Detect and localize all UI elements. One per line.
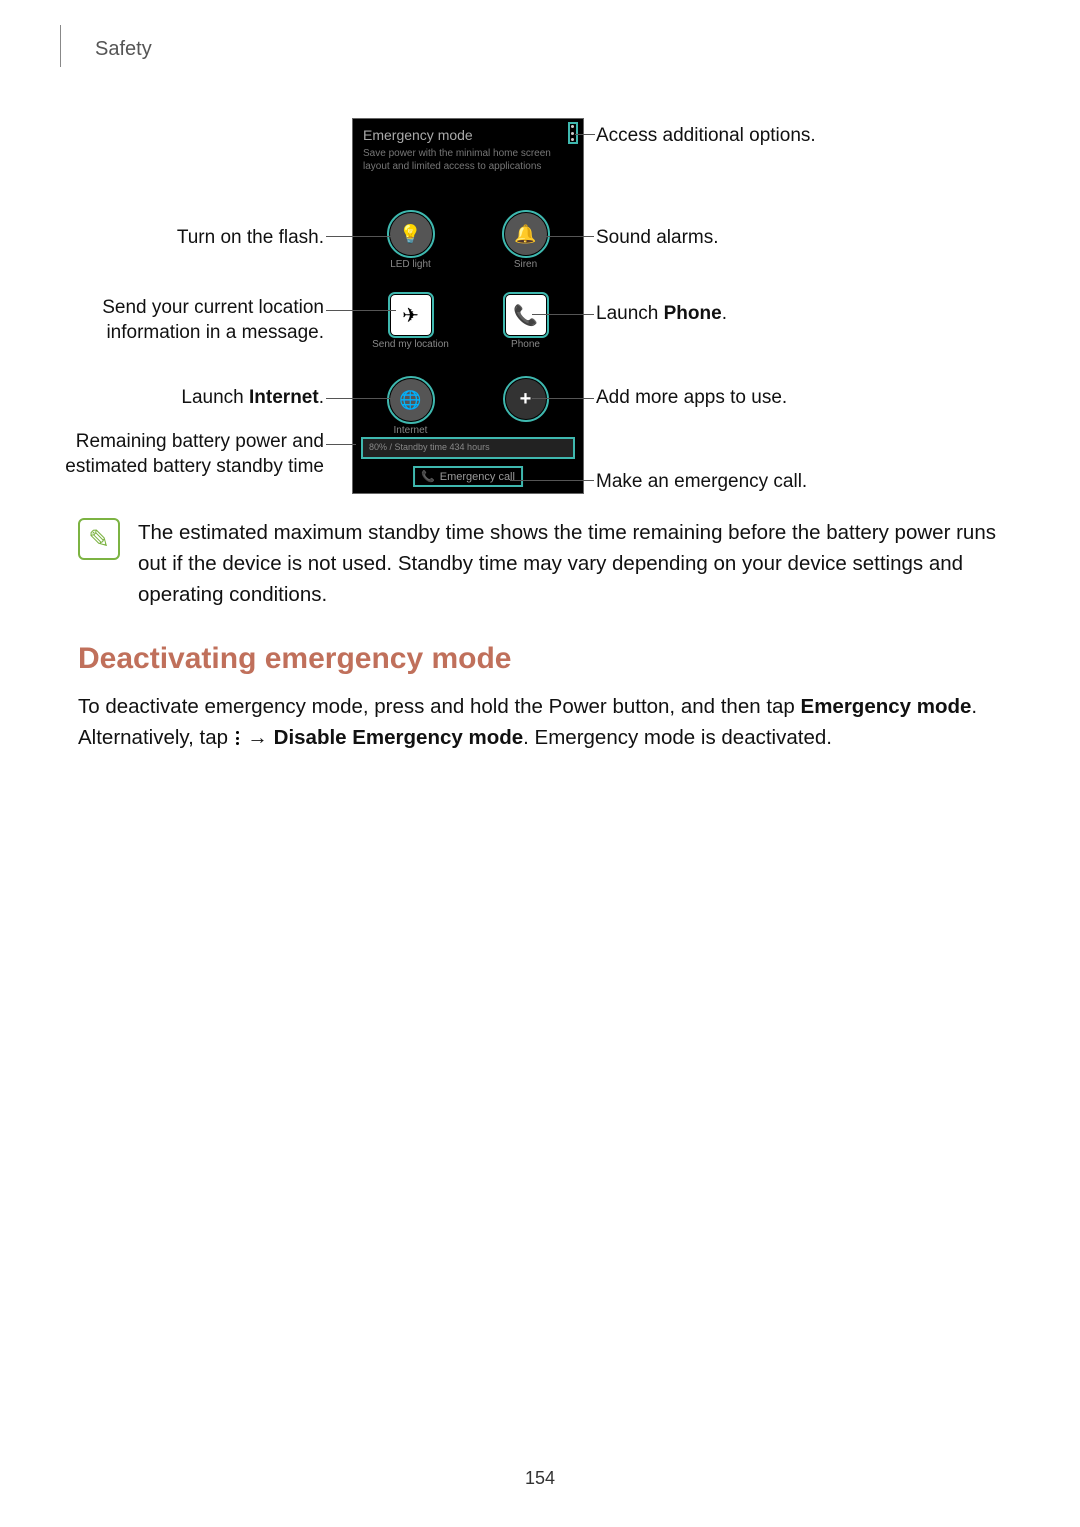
flash-icon: 💡 [390,213,432,255]
note-icon: ✎ [78,518,120,560]
leader-line [510,480,594,481]
phone-icon: 📞 [506,295,546,335]
row-1: 💡 LED light 🔔 Siren [353,213,583,270]
text-bold: Phone [664,303,722,324]
callout-addapps: Add more apps to use. [596,386,946,411]
text: Launch [596,303,664,324]
leader-line [532,236,594,237]
tile-add: + [481,379,571,436]
body-paragraph: To deactivate emergency mode, press and … [78,692,1002,754]
row-3: 🌐 Internet + [353,379,583,436]
leader-line [575,134,595,135]
diagram: Emergency mode Save power with the minim… [0,118,1080,508]
text: → [242,726,274,749]
callout-alarms: Sound alarms. [596,226,946,251]
row-2: ✈ Send my location 📞 Phone [353,295,583,350]
tile-label: LED light [390,259,431,270]
callout-battery: Remaining battery power and estimated ba… [64,430,324,479]
text-bold: Emergency mode [801,695,972,718]
callout-flash: Turn on the flash. [64,226,324,251]
text-bold: Internet [249,387,319,408]
phone-icon: 📞 [421,470,435,483]
callout-location: Send your current location information i… [64,296,324,345]
emergency-call-label: Emergency call [440,471,515,483]
leader-line [532,314,594,315]
callout-options: Access additional options. [596,124,946,149]
tile-siren: 🔔 Siren [481,213,571,270]
globe-icon: 🌐 [390,379,432,421]
note-text: The estimated maximum standby time shows… [138,518,1002,610]
note-block: ✎ The estimated maximum standby time sho… [78,518,1002,610]
plus-icon: + [506,379,546,419]
more-options-icon [571,125,575,141]
status-bar: 80% / Standby time 434 hours [363,439,573,457]
phone-mock: Emergency mode Save power with the minim… [352,118,584,494]
text-bold: Disable Emergency mode [274,726,524,749]
phone-desc: Save power with the minimal home screen … [353,147,583,181]
callout-emerg: Make an emergency call. [596,470,946,495]
more-options-icon [236,731,240,745]
tile-label: Siren [514,259,537,270]
text: . [722,303,727,324]
tile-internet: 🌐 Internet [366,379,456,436]
phone-title: Emergency mode [353,119,583,147]
text: To deactivate emergency mode, press and … [78,695,801,718]
text: . [319,387,324,408]
leader-line [326,236,396,237]
leader-line [532,398,594,399]
location-icon: ✈ [391,295,431,335]
tile-flash: 💡 LED light [366,213,456,270]
page-number: 154 [525,1468,555,1489]
callout-phone: Launch Phone. [596,302,946,327]
tile-label: Phone [511,339,540,350]
tile-phone: 📞 Phone [481,295,571,350]
section-header: Safety [95,38,152,61]
emergency-call-button: 📞 Emergency call [415,468,521,485]
tile-location: ✈ Send my location [366,295,456,350]
tile-label: Internet [394,425,428,436]
leader-line [326,444,356,445]
text: Launch [181,387,249,408]
header-rule [60,25,61,67]
siren-icon: 🔔 [505,213,547,255]
leader-line [326,398,396,399]
callout-internet: Launch Internet. [64,386,324,411]
tile-label: Send my location [372,339,449,350]
leader-line [326,310,396,311]
section-heading: Deactivating emergency mode [78,642,512,676]
text: . Emergency mode is deactivated. [523,726,832,749]
